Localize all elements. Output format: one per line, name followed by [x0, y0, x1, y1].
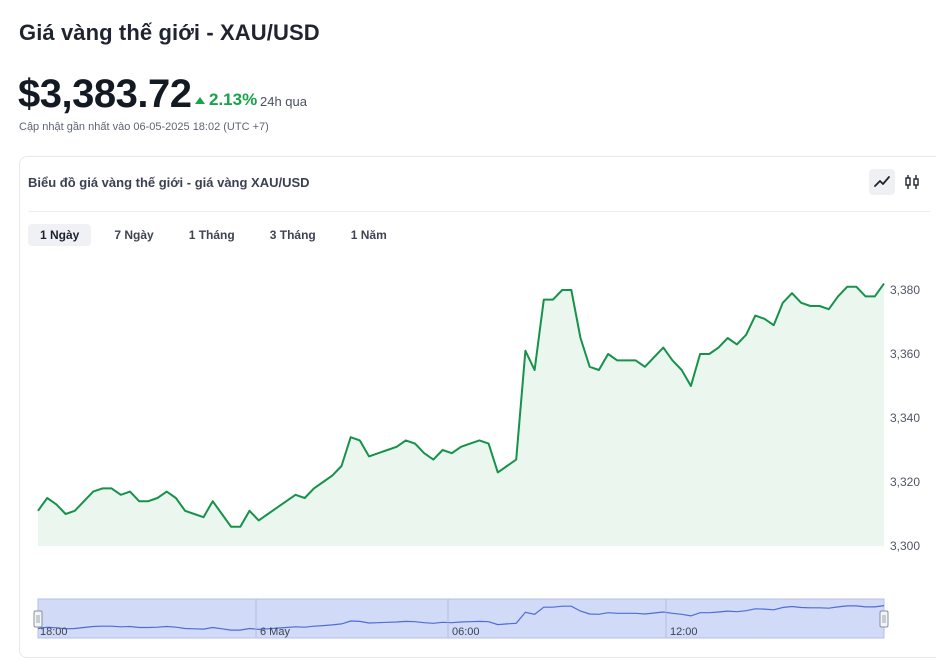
tab-1-year[interactable]: 1 Năm: [350, 228, 387, 242]
change-period: 24h qua: [260, 94, 307, 109]
tab-1-month[interactable]: 1 Tháng: [188, 228, 235, 242]
line-chart-icon: [874, 176, 890, 187]
range-navigator[interactable]: 18:00 6 May 06:00 12:00: [33, 598, 889, 639]
y-tick-label: 3,320: [890, 475, 920, 489]
navigator-time-label: 18:00: [40, 626, 68, 638]
price-change: 2.13%: [195, 90, 257, 110]
chart-title: Biểu đồ giá vàng thế giới - giá vàng XAU…: [28, 175, 310, 190]
page-title: Giá vàng thế giới - XAU/USD: [19, 20, 320, 45]
current-price: $3,383.72: [18, 72, 192, 116]
navigator-line: [37, 605, 885, 631]
tab-7-days[interactable]: 7 Ngày: [114, 228, 154, 242]
price-change-value: 2.13%: [209, 90, 258, 109]
price-line: [37, 283, 885, 528]
y-tick-label: 3,360: [890, 347, 920, 361]
navigator-time-label: 06:00: [452, 626, 480, 638]
line-view-button[interactable]: [869, 169, 895, 195]
navigator-time-label: 12:00: [670, 626, 698, 638]
candlestick-icon: [905, 175, 919, 189]
chart-view-toggle: [869, 169, 925, 195]
last-updated: Cập nhật gần nhất vào 06-05-2025 18:02 (…: [19, 121, 269, 133]
up-arrow-icon: [195, 96, 205, 104]
navigator-right-handle[interactable]: [879, 610, 889, 628]
candlestick-view-button[interactable]: [899, 169, 925, 195]
range-tabs: 1 Ngày 7 Ngày 1 Tháng 3 Tháng 1 Năm: [28, 224, 410, 246]
navigator-time-label: 6 May: [260, 626, 290, 638]
card-divider: [28, 211, 930, 212]
navigator-left-handle[interactable]: [33, 610, 43, 628]
price-area: [38, 283, 884, 546]
y-tick-label: 3,300: [890, 539, 920, 553]
y-tick-label: 3,340: [890, 411, 920, 425]
y-axis: 3,380 3,360 3,340 3,320 3,300: [890, 283, 920, 553]
tab-3-months[interactable]: 3 Tháng: [269, 228, 316, 242]
tab-1-day[interactable]: 1 Ngày: [28, 224, 92, 246]
main-plot: [37, 283, 885, 546]
y-tick-label: 3,380: [890, 283, 920, 297]
